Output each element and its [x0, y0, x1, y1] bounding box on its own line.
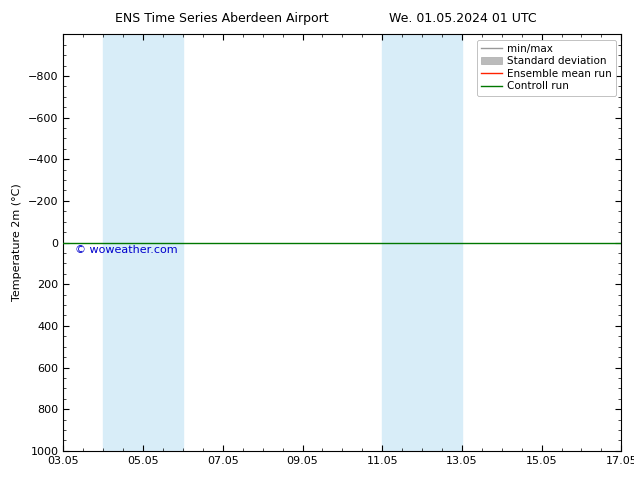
Bar: [382, 34, 462, 451]
Y-axis label: Temperature 2m (°C): Temperature 2m (°C): [13, 184, 22, 301]
Text: ENS Time Series Aberdeen Airport: ENS Time Series Aberdeen Airport: [115, 12, 328, 25]
Bar: [103, 34, 183, 451]
Legend: min/max, Standard deviation, Ensemble mean run, Controll run: min/max, Standard deviation, Ensemble me…: [477, 40, 616, 96]
Text: We. 01.05.2024 01 UTC: We. 01.05.2024 01 UTC: [389, 12, 536, 25]
Text: © woweather.com: © woweather.com: [75, 245, 177, 255]
